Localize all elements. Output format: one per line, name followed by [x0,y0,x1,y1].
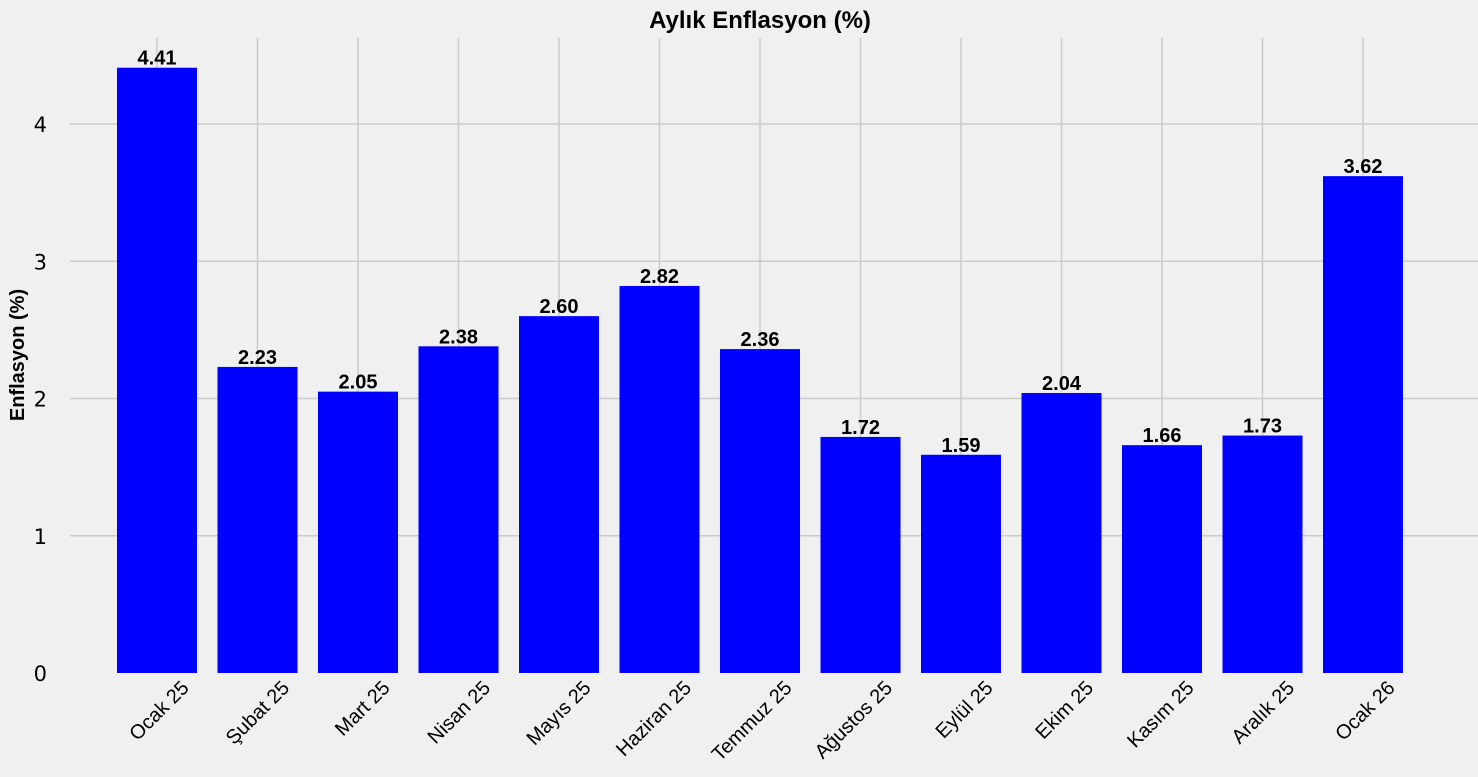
bar-value-label: 1.72 [841,417,880,439]
y-tick-label: 4 [34,113,47,137]
bar-value-label: 4.41 [138,48,177,70]
y-axis-ticks: 0 1 2 3 4 [34,113,47,686]
bar-value-label: 2.60 [540,296,579,318]
x-tick-label: Şubat 25 [222,677,294,749]
bar [1222,435,1303,673]
bar [1021,393,1102,673]
bar [1323,176,1403,673]
y-tick-label: 0 [34,662,47,686]
y-tick-label: 1 [34,525,47,549]
bar [217,366,298,673]
bar-value-label: 1.66 [1143,425,1182,447]
chart-title: Aylık Enflasyon (%) [649,7,871,34]
bar-value-label: 2.04 [1042,373,1082,395]
x-tick-label: Temmuz 25 [708,677,797,766]
bar [921,454,1001,673]
bar [318,391,398,673]
x-tick-label: Haziran 25 [612,677,696,761]
bar-value-label: 2.23 [238,347,277,369]
x-axis-ticks: Ocak 25 Şubat 25 Mart 25 Nisan 25 Mayıs 25 Ha… [125,677,1399,766]
x-tick-label: Nisan 25 [424,677,495,748]
bar-value-label: 2.82 [640,266,679,288]
x-tick-label: Eylül 25 [932,677,998,743]
bar [720,349,800,673]
bar [820,436,901,673]
bar-value-label: 2.05 [339,372,378,394]
bar-value-label: 2.38 [439,326,478,348]
y-axis-label: Enflasyon (%) [7,289,29,421]
y-tick-label: 2 [34,388,47,412]
bar [1122,445,1202,673]
x-tick-label: Ocak 25 [125,677,193,745]
bar-value-label: 3.62 [1344,156,1383,178]
x-tick-label: Mayıs 25 [523,677,596,750]
x-tick-label: Mart 25 [331,677,395,741]
bar [117,67,197,674]
bar-value-labels: 4.41 2.23 2.05 2.38 2.60 2.82 2.36 1.72 1.59 2.04… [138,48,1383,457]
y-tick-label: 3 [34,250,47,274]
x-tick-label: Ekim 25 [1031,677,1098,744]
bar [519,316,599,673]
bars [117,67,1403,674]
x-tick-label: Kasım 25 [1123,677,1198,752]
bar-value-label: 1.59 [942,435,981,457]
bar-value-label: 2.36 [741,329,780,351]
bar-value-label: 1.73 [1243,416,1282,438]
x-tick-label: Ağustos 25 [811,677,897,763]
x-tick-label: Ocak 26 [1331,677,1399,745]
bar [418,346,499,673]
bar [619,285,700,673]
x-tick-label: Aralık 25 [1228,677,1299,748]
